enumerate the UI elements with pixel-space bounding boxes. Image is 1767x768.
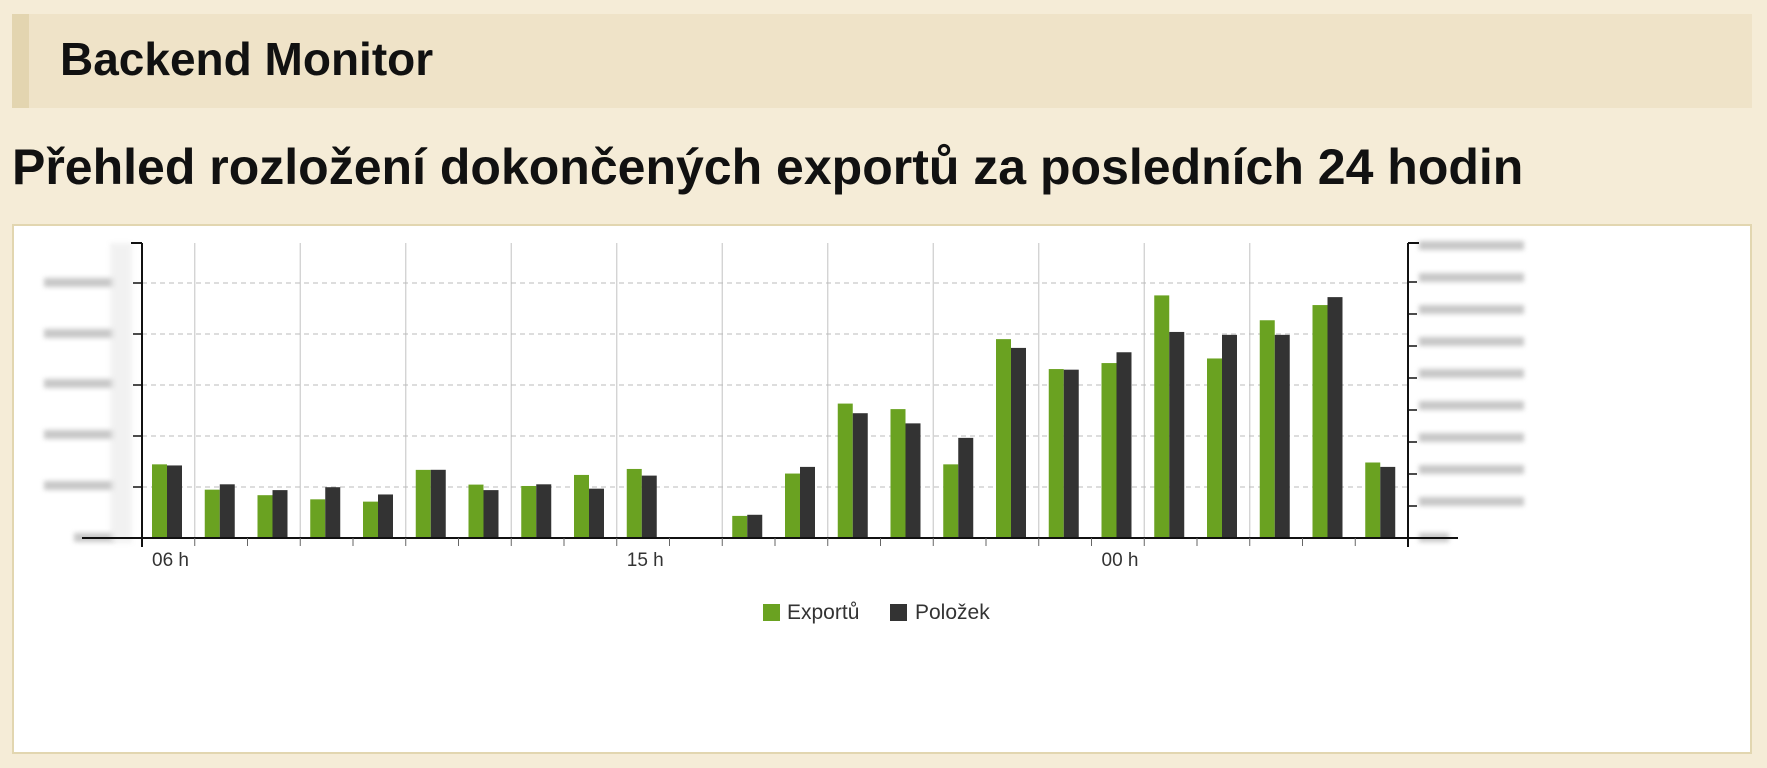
bar-exports [310, 499, 326, 538]
bar-exports [1048, 369, 1064, 538]
bar-items [483, 490, 499, 538]
bar-exports [626, 468, 642, 538]
blurred-right-tick-label [1419, 433, 1524, 442]
bar-chart: 06 h 15 h 00 h Exportů Položek [44, 241, 1524, 624]
blurred-right-tick-label [1419, 305, 1524, 314]
bar-exports [785, 473, 800, 538]
bar-exports [1312, 305, 1328, 538]
blurred-left-tick-label [44, 278, 114, 287]
bar-items [219, 484, 235, 538]
blurred-left-tick-label [44, 379, 114, 388]
bar-exports [257, 495, 273, 538]
bar-items [852, 413, 868, 538]
bar-exports [1207, 358, 1222, 538]
bar-items [1222, 334, 1237, 538]
bar-exports [415, 469, 431, 538]
blurred-right-tick-label [1419, 337, 1524, 346]
x-tick-label: 06 h [152, 550, 189, 571]
page-title: Přehled rozložení dokončených exportů za… [12, 139, 1524, 195]
blurred-left-tick-label [44, 329, 114, 338]
app-header: Backend Monitor [12, 14, 1752, 108]
chart-panel: 06 h 15 h 00 h Exportů Položek [12, 224, 1752, 754]
bar-exports [152, 464, 167, 538]
bar-items [800, 466, 815, 538]
left-y-axis-labels-blurred [44, 243, 132, 543]
app-title: Backend Monitor [60, 33, 434, 85]
bar-items [272, 490, 288, 538]
bar-items [167, 465, 182, 538]
right-y-axis-labels-blurred [1419, 241, 1524, 542]
blurred-left-tick-label [44, 481, 114, 490]
bar-exports [574, 474, 589, 538]
bar-exports [1154, 295, 1170, 538]
bar-exports [837, 403, 853, 538]
blurred-right-tick-label [1419, 369, 1524, 378]
x-tick-label: 15 h [627, 550, 664, 571]
bar-exports [996, 339, 1011, 538]
bar-items [536, 484, 552, 538]
bar-items [325, 487, 341, 538]
bar-exports [1365, 462, 1381, 538]
blurred-right-tick-label [1419, 401, 1524, 410]
bar-exports [468, 484, 484, 538]
bar-items [641, 475, 657, 538]
bar-exports [521, 485, 537, 538]
bars-layer [152, 295, 1396, 538]
bar-exports [363, 501, 378, 538]
blurred-left-tick-label [44, 430, 114, 439]
bar-exports [732, 515, 748, 538]
bar-exports [1259, 320, 1275, 538]
bar-items [958, 437, 974, 538]
legend: Exportů Položek [763, 601, 990, 624]
legend-label-items: Položek [915, 601, 990, 624]
bar-items [1011, 347, 1026, 538]
bar-items [1116, 352, 1132, 538]
blurred-right-tick-label [1419, 273, 1524, 282]
bar-exports [204, 489, 220, 538]
bar-items [1380, 466, 1396, 538]
bar-items [747, 514, 763, 538]
blurred-right-tick-label [1419, 465, 1524, 474]
bar-items [1274, 334, 1290, 538]
x-tick-labels: 06 h 15 h 00 h [152, 550, 1138, 571]
blurred-right-tick-label [1419, 241, 1524, 250]
bar-items [430, 469, 446, 538]
bar-items [1063, 369, 1079, 538]
bar-items [1327, 297, 1343, 538]
bar-exports [890, 409, 906, 538]
bar-exports [943, 464, 959, 538]
x-tick-label: 00 h [1102, 550, 1139, 571]
legend-swatch-exports [763, 604, 780, 621]
bar-exports [1101, 363, 1117, 538]
bar-items [905, 423, 921, 538]
axes-layer [82, 242, 1458, 547]
bar-items [1169, 331, 1185, 538]
bar-items [589, 488, 604, 538]
bar-items [378, 494, 393, 538]
legend-swatch-items [890, 604, 907, 621]
blurred-left-axis-shadow [110, 243, 132, 543]
legend-label-exports: Exportů [787, 601, 859, 624]
grid-layer [142, 243, 1408, 538]
blurred-right-tick-label [1419, 497, 1524, 506]
